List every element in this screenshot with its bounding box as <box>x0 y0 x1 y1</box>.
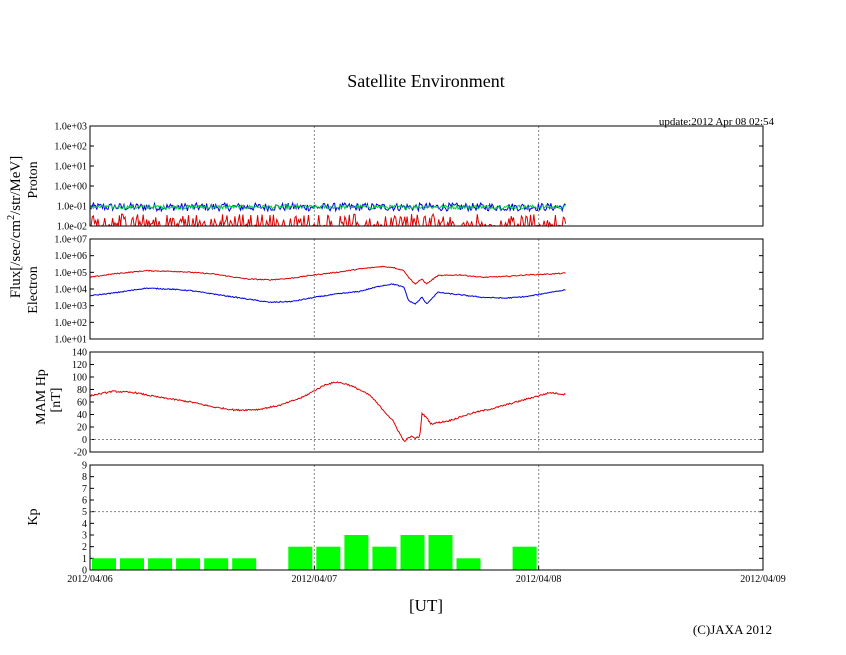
proton-y-tick-label: 1.0e+01 <box>54 162 87 173</box>
kp-bar <box>372 546 397 570</box>
copyright: (C)JAXA 2012 <box>693 622 772 637</box>
kp-y-tick-label: 6 <box>82 496 87 507</box>
kp-label: Kp <box>26 508 41 525</box>
electron-y-tick-label: 1.0e+05 <box>54 268 87 279</box>
mam_hp-y-tick-label: 60 <box>77 398 87 409</box>
proton-channel-3-line <box>90 212 567 228</box>
mam_hp-y-tick-label: -20 <box>74 448 87 459</box>
flux-axis-label-main: Flux[/sec/cm <box>8 220 24 299</box>
electron-high-line <box>90 265 566 285</box>
kp-bar <box>176 558 201 570</box>
x-tick-label: 2012/04/06 <box>67 574 113 585</box>
kp-y-tick-label: 4 <box>82 519 87 530</box>
flux-axis-label-rest: /str/MeV] <box>8 156 24 215</box>
kp-bar <box>288 546 313 570</box>
proton-channel-2-line <box>89 203 566 211</box>
mam_hp-y-tick-label: 20 <box>77 423 87 434</box>
kp-bar <box>92 558 116 570</box>
flux-axis-label: Flux[/sec/cm2/str/MeV] <box>6 156 24 299</box>
electron-low-line <box>89 283 566 305</box>
x-tick-label: 2012/04/07 <box>292 574 338 585</box>
proton-y-tick-label: 1.0e+02 <box>54 142 87 153</box>
electron-y-tick-label: 1.0e+02 <box>54 318 87 329</box>
mam_hp-frame <box>89 351 764 453</box>
flux-axis-label-sup: 2 <box>6 215 17 220</box>
proton-y-tick-label: 1.0e+00 <box>54 182 87 193</box>
proton-label: Proton <box>26 161 41 198</box>
kp-y-tick-label: 5 <box>82 507 87 518</box>
kp-bar <box>456 558 481 570</box>
kp-bar <box>204 558 229 570</box>
kp-bar <box>344 535 369 570</box>
proton-y-tick-label: 1.0e+03 <box>54 122 87 133</box>
electron-y-tick-label: 1.0e+06 <box>54 251 87 262</box>
kp-bar <box>316 546 341 570</box>
kp-bar <box>148 558 173 570</box>
x-tick-label: 2012/04/08 <box>516 574 562 585</box>
kp-bar <box>512 546 537 570</box>
electron-y-tick-label: 1.0e+07 <box>54 235 87 246</box>
kp-bar <box>400 535 425 570</box>
kp-bar <box>428 535 453 570</box>
kp-y-tick-label: 8 <box>82 472 87 483</box>
update-timestamp: update:2012 Apr 08 02:54 <box>659 116 775 128</box>
mam_hp-y-tick-label: 100 <box>72 373 87 384</box>
mam_hp-y-tick-label: 120 <box>72 360 87 371</box>
mam_hp-y-tick-label: 0 <box>82 435 87 446</box>
x-axis-label: [UT] <box>409 596 443 615</box>
kp-bar <box>232 558 257 570</box>
kp-y-tick-label: 0 <box>82 566 87 577</box>
electron-frame <box>89 238 764 340</box>
proton-frame <box>89 125 764 227</box>
mam-hp-unit: [nT] <box>49 388 64 413</box>
mam_hp-y-tick-label: 80 <box>77 385 87 396</box>
kp-y-tick-label: 1 <box>82 554 87 565</box>
mam-hp-label: MAM Hp <box>34 369 49 425</box>
mam_hp-y-tick-label: 40 <box>77 410 87 421</box>
proton-channel-1-line <box>89 201 566 213</box>
kp-y-tick-label: 2 <box>82 542 87 553</box>
x-tick-label: 2012/04/09 <box>740 574 786 585</box>
electron-y-tick-label: 1.0e+01 <box>54 335 87 346</box>
mam-hp-line <box>89 381 566 443</box>
proton-panel: 1.0e+03 1.0e+02 1.0e+01 1.0e+00 1.0e-01 1.0e-… <box>54 122 764 233</box>
mam_hp-y-tick-label: 140 <box>72 348 87 359</box>
proton-y-tick-label: 1.0e-02 <box>57 222 87 233</box>
kp-y-tick-label: 9 <box>82 461 87 472</box>
kp-y-tick-label: 3 <box>82 531 87 542</box>
electron-y-tick-label: 1.0e+04 <box>54 285 87 296</box>
electron-label: Electron <box>26 266 41 313</box>
kp-y-tick-label: 7 <box>82 484 87 495</box>
proton-y-tick-label: 1.0e-01 <box>57 202 87 213</box>
electron-panel: 1.0e+07 1.0e+06 1.0e+05 1.0e+04 1.0e+03 1.0e+… <box>54 235 764 346</box>
chart-title: Satellite Environment <box>347 71 504 91</box>
electron-y-tick-label: 1.0e+03 <box>54 301 87 312</box>
kp-frame <box>89 464 764 571</box>
kp-bar <box>120 558 144 570</box>
